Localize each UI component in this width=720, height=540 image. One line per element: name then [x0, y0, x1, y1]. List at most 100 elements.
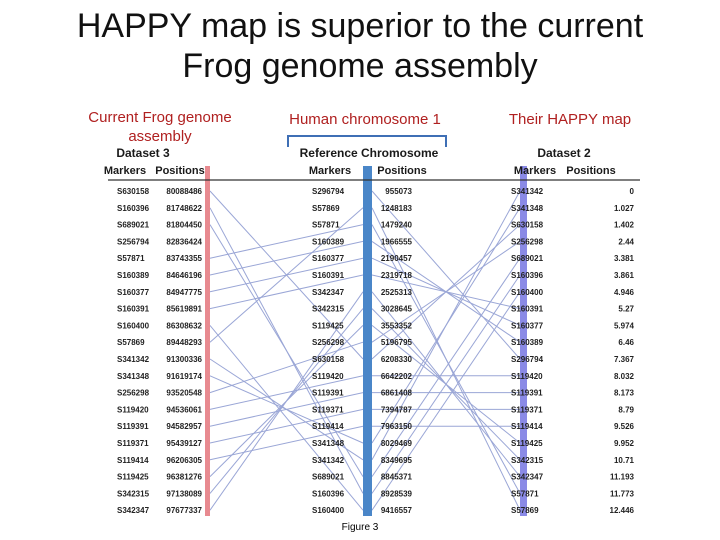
left-marker: S160391: [117, 305, 150, 314]
middle-position: 3028645: [381, 305, 413, 314]
left-marker: S119391: [117, 422, 149, 431]
left-position: 94536061: [166, 405, 202, 414]
right-position: 11.773: [610, 489, 635, 498]
middle-marker: S256298: [312, 338, 345, 347]
middle-position: 2525313: [381, 288, 413, 297]
right-marker: S57871: [511, 489, 539, 498]
right-position: 4.946: [614, 288, 635, 297]
right-position: 7.367: [614, 355, 635, 364]
right-position: 3.381: [614, 254, 635, 263]
middle-marker: S119371: [312, 405, 344, 414]
link-middle-right: [371, 190, 521, 360]
left-position: 97677337: [166, 506, 202, 515]
left-position: 81748622: [166, 204, 202, 213]
right-position: 9.526: [614, 422, 635, 431]
middle-position: 1966555: [381, 237, 413, 246]
middle-marker: S689021: [312, 473, 345, 482]
right-position: 12.446: [610, 506, 635, 515]
right-position: 5.974: [614, 321, 635, 330]
right-position: 2.44: [618, 237, 634, 246]
link-middle-right: [371, 257, 521, 477]
link-middle-right: [371, 291, 521, 511]
figure-caption: Figure 3: [341, 522, 379, 533]
link-left-middle: [209, 291, 364, 511]
left-position: 91300336: [166, 355, 202, 364]
left-position: 81804450: [166, 221, 202, 230]
link-left-middle: [209, 325, 364, 511]
right-marker: S341348: [511, 204, 544, 213]
right-marker: S341342: [511, 187, 544, 196]
middle-position: 955073: [385, 187, 412, 196]
middle-position: 8349695: [381, 456, 413, 465]
right-position: 10.71: [614, 456, 635, 465]
right-position: 1.027: [614, 204, 635, 213]
middle-position: 3553352: [381, 321, 413, 330]
middle-marker: S119391: [312, 389, 344, 398]
middle-marker: S342315: [312, 305, 345, 314]
middle-dataset-title: Reference Chromosome: [300, 146, 439, 160]
left-position: 86308632: [166, 321, 202, 330]
middle-marker: S160400: [312, 506, 345, 515]
left-marker: S119425: [117, 473, 149, 482]
right-marker: S57869: [511, 506, 539, 515]
right-position: 1.402: [614, 221, 635, 230]
left-markers-header: Markers: [104, 165, 146, 177]
link-left-middle: [209, 207, 364, 343]
left-marker: S341342: [117, 355, 150, 364]
middle-marker: S119414: [312, 422, 344, 431]
left-marker: S160389: [117, 271, 150, 280]
right-position: 11.193: [610, 473, 635, 482]
happy-bar: [520, 166, 527, 516]
right-positions-header: Positions: [566, 165, 616, 177]
right-position: 5.27: [618, 305, 634, 314]
left-marker: S342347: [117, 506, 150, 515]
label-human-chromosome: Human chromosome 1: [289, 111, 441, 128]
right-marker: S119414: [511, 422, 543, 431]
middle-marker: S160377: [312, 254, 345, 263]
left-marker: S119414: [117, 456, 149, 465]
left-position: 96206305: [166, 456, 202, 465]
middle-marker: S119420: [312, 372, 344, 381]
middle-position: 7963150: [381, 422, 413, 431]
link-left-middle: [209, 408, 364, 444]
left-marker: S57869: [117, 338, 145, 347]
middle-marker: S630158: [312, 355, 345, 364]
column-headers: Dataset 3 Markers Positions Reference Chrom…: [104, 146, 640, 181]
frog-bar: [205, 166, 210, 516]
left-marker: S160400: [117, 321, 150, 330]
human-chromosome-bracket: [287, 135, 447, 147]
middle-marker: S160396: [312, 489, 345, 498]
slide-title-line1: HAPPY map is superior to the current: [76, 7, 644, 45]
right-position: 8.173: [614, 389, 635, 398]
label-happy-map: Their HAPPY map: [508, 111, 632, 128]
middle-position: 1479240: [381, 221, 413, 230]
left-position: 82836424: [166, 237, 202, 246]
left-position: 97138089: [166, 489, 202, 498]
middle-marker: S341348: [312, 439, 345, 448]
left-position: 85619891: [166, 305, 202, 314]
right-position: 6.46: [618, 338, 634, 347]
middle-positions-header: Positions: [377, 165, 427, 177]
left-position: 80088486: [166, 187, 202, 196]
right-marker: S119391: [511, 389, 543, 398]
left-marker: S342315: [117, 489, 150, 498]
label-frog-assembly: Current Frog genome assembly: [88, 109, 232, 145]
link-left-middle: [209, 240, 364, 276]
middle-marker: S119425: [312, 321, 344, 330]
link-middle-right: [371, 274, 521, 494]
right-dataset-title: Dataset 2: [537, 146, 591, 160]
right-marker: S160389: [511, 338, 544, 347]
middle-marker: S296794: [312, 187, 345, 196]
right-marker: S160400: [511, 288, 544, 297]
left-position: 95439127: [166, 439, 202, 448]
middle-position: 2319718: [381, 271, 413, 280]
chromosome-bars: [205, 166, 527, 516]
middle-marker: S160391: [312, 271, 345, 280]
left-marker: S341348: [117, 372, 150, 381]
left-marker: S256298: [117, 389, 150, 398]
middle-marker: S341342: [312, 456, 345, 465]
middle-marker: S342347: [312, 288, 345, 297]
middle-position: 8029469: [381, 439, 413, 448]
left-position: 94582957: [166, 422, 202, 431]
left-position: 84646196: [166, 271, 202, 280]
